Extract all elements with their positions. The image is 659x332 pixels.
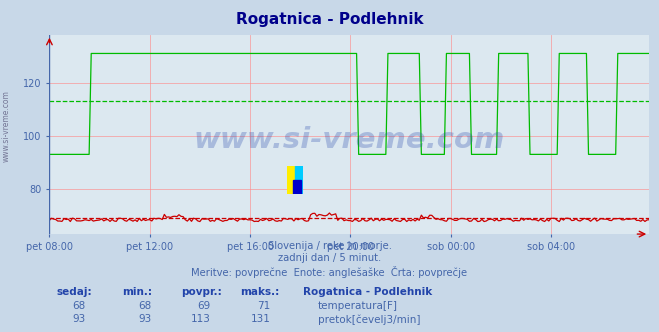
Bar bbox=[293, 180, 301, 194]
Text: temperatura[F]: temperatura[F] bbox=[318, 301, 397, 311]
Text: Rogatnica - Podlehnik: Rogatnica - Podlehnik bbox=[236, 12, 423, 27]
Text: 71: 71 bbox=[257, 301, 270, 311]
Text: povpr.:: povpr.: bbox=[181, 287, 222, 297]
Text: Slovenija / reke in morje.: Slovenija / reke in morje. bbox=[268, 241, 391, 251]
Text: 69: 69 bbox=[198, 301, 211, 311]
Text: 113: 113 bbox=[191, 314, 211, 324]
Text: min.:: min.: bbox=[122, 287, 152, 297]
Text: zadnji dan / 5 minut.: zadnji dan / 5 minut. bbox=[278, 253, 381, 263]
Bar bbox=[287, 166, 295, 194]
Text: 93: 93 bbox=[138, 314, 152, 324]
Text: 131: 131 bbox=[250, 314, 270, 324]
Text: 93: 93 bbox=[72, 314, 86, 324]
Text: Meritve: povprečne  Enote: anglešaške  Črta: povprečje: Meritve: povprečne Enote: anglešaške Črt… bbox=[191, 266, 468, 278]
Text: www.si-vreme.com: www.si-vreme.com bbox=[2, 90, 11, 162]
Text: pretok[čevelj3/min]: pretok[čevelj3/min] bbox=[318, 314, 420, 325]
Text: www.si-vreme.com: www.si-vreme.com bbox=[194, 126, 505, 154]
Text: Rogatnica - Podlehnik: Rogatnica - Podlehnik bbox=[303, 287, 432, 297]
Text: 68: 68 bbox=[72, 301, 86, 311]
Text: 68: 68 bbox=[138, 301, 152, 311]
Bar bbox=[295, 166, 303, 194]
Text: maks.:: maks.: bbox=[241, 287, 280, 297]
Text: sedaj:: sedaj: bbox=[56, 287, 92, 297]
